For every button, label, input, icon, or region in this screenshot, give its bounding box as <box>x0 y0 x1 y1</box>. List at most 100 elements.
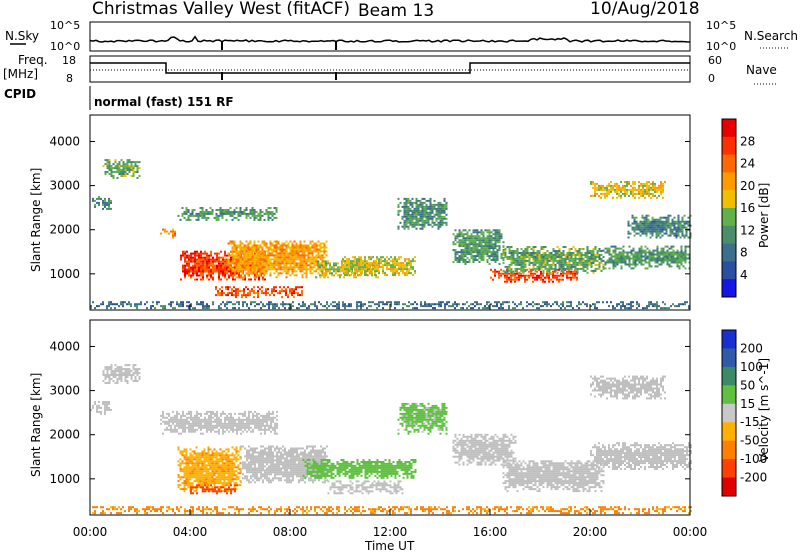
heatmap-cell <box>572 270 574 273</box>
heatmap-cell <box>482 245 485 248</box>
heatmap-cell <box>400 268 402 271</box>
heatmap-cell <box>309 262 312 265</box>
heatmap-cell <box>648 190 650 193</box>
heatmap-cell <box>289 266 292 269</box>
heatmap-cell <box>247 272 250 275</box>
heatmap-cell <box>176 414 178 417</box>
heatmap-cell <box>321 258 324 261</box>
heatmap-cell <box>116 169 119 171</box>
heatmap-cell <box>657 228 660 231</box>
heatmap-cell <box>174 426 176 429</box>
heatmap-cell <box>344 260 346 263</box>
heatmap-cell <box>411 209 414 212</box>
heatmap-cell <box>638 247 641 250</box>
heatmap-cell <box>229 211 232 213</box>
heatmap-cell <box>612 307 614 310</box>
heatmap-cell <box>516 257 519 260</box>
heatmap-cell <box>303 264 306 267</box>
heatmap-cell <box>132 372 135 375</box>
heatmap-cell <box>295 266 298 269</box>
heatmap-cell <box>665 216 668 219</box>
heatmap-cell <box>472 255 475 258</box>
heatmap-cell <box>608 182 610 185</box>
heatmap-cell <box>228 301 230 304</box>
heatmap-cell <box>584 259 587 262</box>
heatmap-cell <box>160 422 162 425</box>
heatmap-cell <box>641 224 644 227</box>
heatmap-cell <box>176 420 178 423</box>
heatmap-cell <box>484 241 487 244</box>
heatmap-cell <box>486 259 489 261</box>
heatmap-cell <box>670 305 672 308</box>
heatmap-cell <box>272 307 274 310</box>
heatmap-cell <box>259 244 262 247</box>
heatmap-cell <box>134 380 137 382</box>
heatmap-cell <box>668 257 671 260</box>
heatmap-cell <box>616 190 618 193</box>
heatmap-cell <box>214 270 216 273</box>
heatmap-cell <box>496 245 499 248</box>
heatmap-cell <box>618 188 620 191</box>
heatmap-cell <box>251 258 254 261</box>
heatmap-cell <box>661 228 664 231</box>
heatmap-cell <box>386 256 388 259</box>
heatmap-cell <box>128 301 130 304</box>
heatmap-cell <box>344 303 346 306</box>
heatmap-cell <box>386 303 388 306</box>
heatmap-cell <box>231 292 233 295</box>
heatmap-cell <box>470 307 472 310</box>
heatmap-cell <box>325 250 328 253</box>
heatmap-cell <box>592 248 595 250</box>
heatmap-cell <box>542 263 545 266</box>
heatmap-cell <box>562 274 564 277</box>
heatmap-cell <box>116 366 119 369</box>
heatmap-cell <box>548 274 550 277</box>
heatmap-cell <box>636 263 639 266</box>
heatmap-cell <box>257 286 259 289</box>
heatmap-cell <box>224 250 226 253</box>
heatmap-cell <box>184 258 186 261</box>
heatmap-cell <box>390 260 392 263</box>
heatmap-cell <box>224 418 226 421</box>
heatmap-cell <box>622 257 625 260</box>
heatmap-cell <box>313 244 316 247</box>
heatmap-cell <box>218 268 220 271</box>
heatmap-cell <box>164 422 166 425</box>
heatmap-cell <box>594 256 597 258</box>
heatmap-cell <box>293 246 296 249</box>
heatmap-cell <box>108 203 110 206</box>
heatmap-cell <box>677 218 680 221</box>
heatmap-cell <box>466 253 469 256</box>
heatmap-cell <box>184 422 186 425</box>
heatmap-cell <box>368 266 370 269</box>
heatmap-cell <box>488 257 491 260</box>
heatmap-cell <box>221 211 224 213</box>
heatmap-cell <box>239 212 242 215</box>
heatmap-cell <box>256 303 258 306</box>
heatmap-cell <box>164 428 166 431</box>
heatmap-cell <box>582 259 585 262</box>
heatmap-cell <box>594 248 597 250</box>
heatmap-cell <box>458 235 461 238</box>
heatmap-cell <box>474 243 477 246</box>
heatmap-cell <box>482 247 485 250</box>
heatmap-cell <box>227 262 230 265</box>
heatmap-cell <box>584 254 587 256</box>
heatmap-cell <box>104 163 107 166</box>
heatmap-cell <box>333 270 335 273</box>
heatmap-cell <box>180 414 182 417</box>
heatmap-cell <box>410 303 412 306</box>
heatmap-cell <box>323 264 325 267</box>
heatmap-cell <box>239 256 242 259</box>
heatmap-cell <box>134 372 137 375</box>
heatmap-cell <box>263 250 266 253</box>
heatmap-cell <box>208 268 210 271</box>
heatmap-cell <box>96 406 98 409</box>
heatmap-cell <box>660 263 663 266</box>
heatmap-cell <box>524 263 527 266</box>
heatmap-cell <box>635 222 638 225</box>
heatmap-cell <box>560 267 563 270</box>
heatmap-cell <box>269 216 272 219</box>
heatmap-cell <box>398 256 400 259</box>
heatmap-cell <box>247 244 250 247</box>
